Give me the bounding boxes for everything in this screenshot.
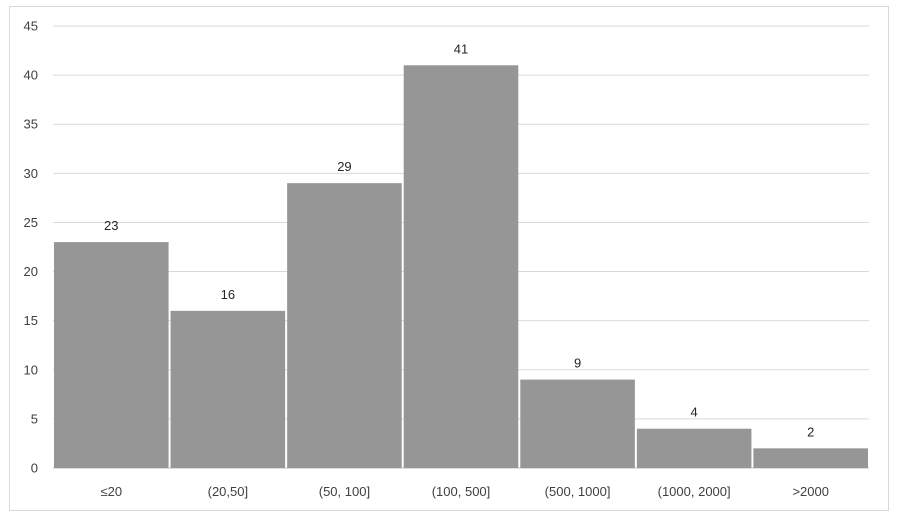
x-tick-label: (500, 1000] (545, 484, 611, 499)
x-tick-label: (1000, 2000] (658, 484, 731, 499)
x-tick-label: (20,50] (208, 484, 248, 499)
bar (636, 428, 752, 468)
x-axis: ≤20 (20,50] (50, 100] (100, 500] (500, 1000]… (100, 484, 828, 499)
data-label: 41 (454, 41, 468, 56)
data-label: 9 (574, 356, 581, 371)
y-tick-label: 25 (24, 215, 38, 230)
y-tick-label: 40 (24, 68, 38, 83)
data-label: 16 (221, 287, 235, 302)
bar (753, 448, 868, 468)
bars (54, 65, 868, 469)
x-tick-label: (50, 100] (319, 484, 370, 499)
data-label: 2 (807, 424, 814, 439)
x-tick-label: >2000 (792, 484, 829, 499)
x-tick-label: (100, 500] (432, 484, 491, 499)
y-tick-label: 35 (24, 117, 38, 132)
data-label: 23 (104, 218, 118, 233)
y-tick-label: 45 (24, 19, 38, 34)
y-tick-label: 5 (31, 411, 38, 426)
y-tick-label: 10 (24, 362, 38, 377)
bar (287, 183, 402, 468)
bar (54, 242, 169, 468)
y-tick-label: 0 (31, 461, 38, 476)
data-labels: 23 16 29 41 9 4 2 (104, 41, 814, 439)
y-tick-label: 20 (24, 264, 38, 279)
data-label: 4 (691, 405, 698, 420)
x-tick-label: ≤20 (100, 484, 122, 499)
y-tick-label: 30 (24, 166, 38, 181)
bar (403, 65, 519, 469)
y-tick-label: 15 (24, 313, 38, 328)
y-axis: 0 5 10 15 20 25 30 35 40 45 (24, 19, 38, 476)
bar (520, 379, 635, 468)
bar (170, 310, 286, 468)
data-label: 29 (337, 159, 351, 174)
